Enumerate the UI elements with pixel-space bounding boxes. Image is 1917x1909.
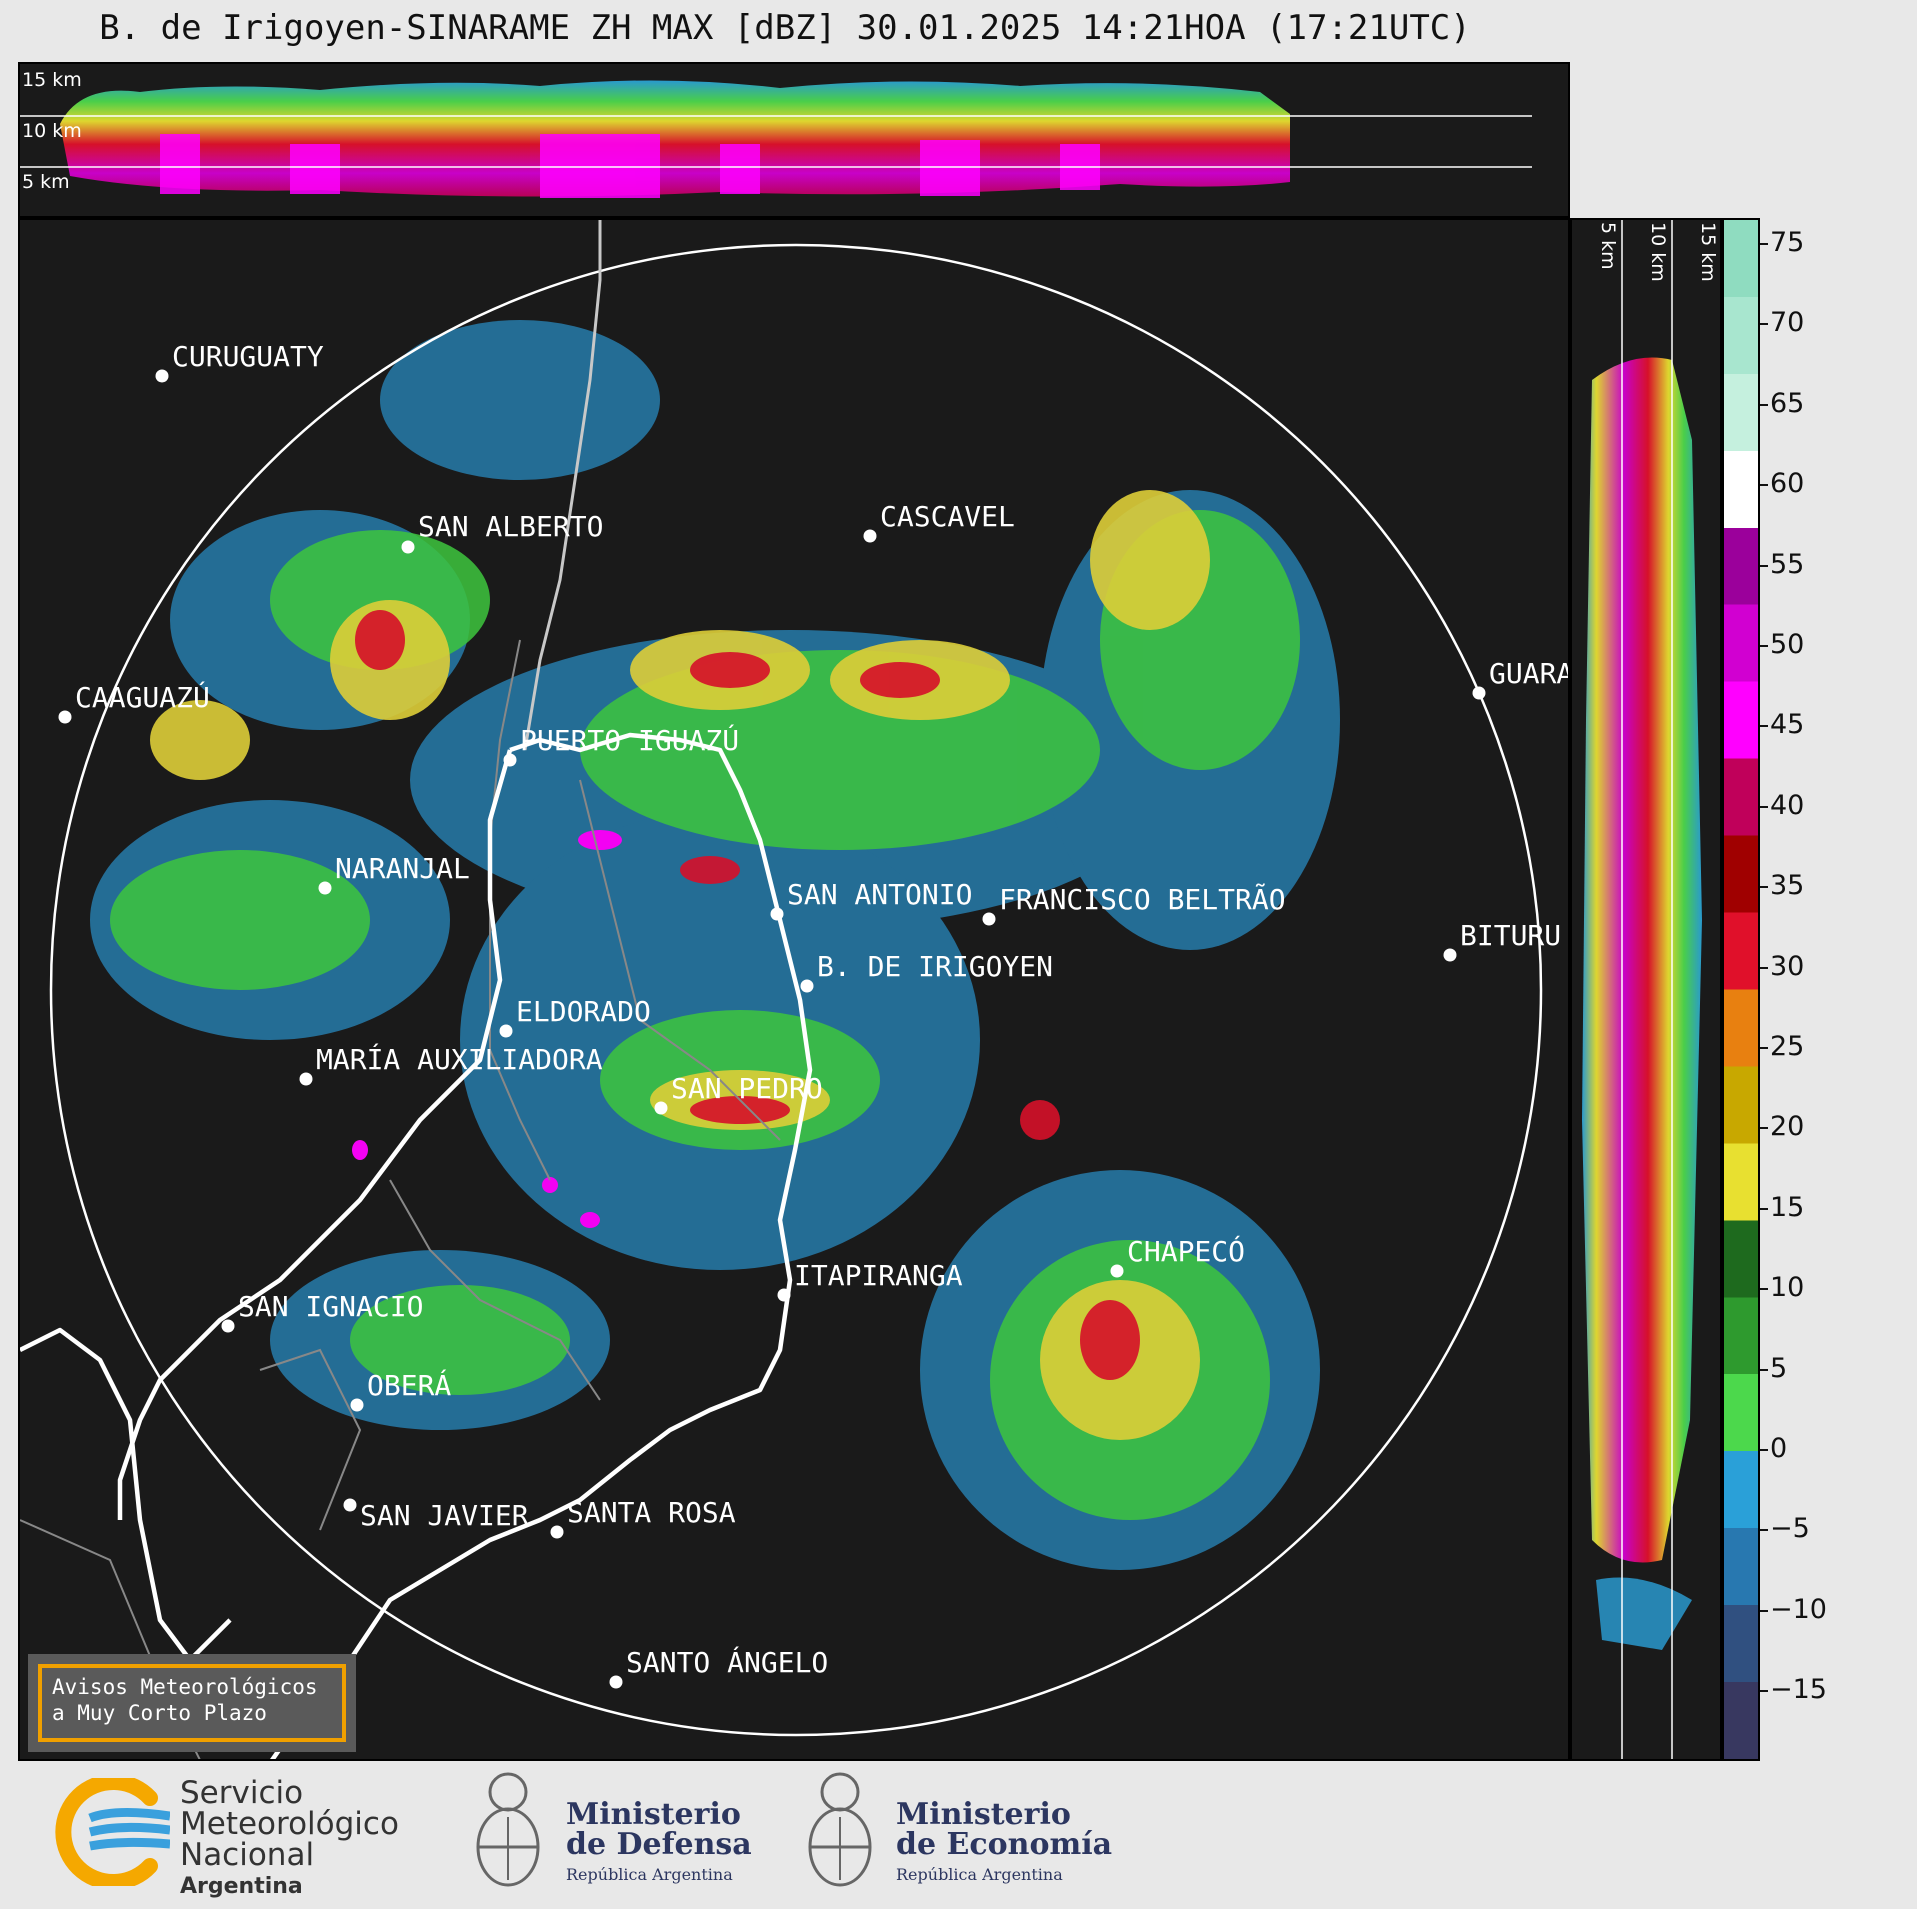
ministerio-economia: Ministerio de Economía República Argenti… [896, 1800, 1112, 1890]
colorbar-tick-label: 5 [1770, 1352, 1788, 1384]
city-label-cascavel: CASCAVEL [880, 500, 1015, 533]
city-label-caaguazu: CAAGUAZÚ [75, 680, 210, 714]
city-label-puerto-iguazu: PUERTO IGUAZÚ [520, 723, 739, 757]
colorbar-tick-label: 40 [1770, 789, 1805, 821]
colorbar-tick-label: 65 [1770, 387, 1805, 419]
alerts-line-1: Avisos Meteorológicos [52, 1675, 318, 1699]
smn-line-3: Nacional [180, 1837, 315, 1873]
smn-line-2: Meteorológico [180, 1806, 399, 1842]
coat-of-arms-defensa-icon [468, 1762, 548, 1902]
colorbar-tick-label: 30 [1770, 950, 1805, 982]
side-height-label-5: 5 km [1597, 222, 1619, 270]
city-markers [58, 369, 1486, 1689]
city-label-santo-angelo: SANTO ÁNGELO [626, 1645, 828, 1679]
city-label-francisco-beltrao: FRANCISCO BELTRÃO [999, 883, 1286, 916]
defensa-line-1: Ministerio [566, 1797, 741, 1832]
coat-of-arms-economia-icon [800, 1762, 880, 1902]
colorbar-tick-mark [1760, 1368, 1768, 1371]
smn-logo-icon [50, 1778, 170, 1886]
colorbar-tick-mark [1760, 645, 1768, 647]
city-label-curuguaty: CURUGUATY [172, 340, 324, 373]
colorbar-tick-mark [1760, 1288, 1768, 1291]
city-label-san-antonio: SAN ANTONIO [787, 878, 972, 911]
colorbar-tick-mark [1760, 243, 1768, 245]
city-label-naranjal: NARANJAL [335, 852, 470, 885]
colorbar-tick-mark [1760, 966, 1768, 969]
colorbar-tick-label: 20 [1770, 1111, 1805, 1143]
colorbar-tick-label: −15 [1770, 1674, 1827, 1706]
city-label-itapiranga: ITAPIRANGA [794, 1259, 963, 1292]
city-label-san-alberto: SAN ALBERTO [418, 510, 603, 543]
colorbar-tick-label: 10 [1770, 1272, 1805, 1304]
colorbar-tick-mark [1760, 886, 1768, 889]
colorbar-tick-label: 55 [1770, 548, 1805, 580]
colorbar-tick-label: −10 [1770, 1593, 1827, 1625]
colorbar-tick-mark [1760, 1207, 1768, 1210]
colorbar-tick-mark [1760, 725, 1768, 728]
alerts-line-2: a Muy Corto Plazo [52, 1701, 267, 1725]
top-height-label-10: 10 km [22, 120, 82, 142]
defensa-line-2: de Defensa [566, 1827, 752, 1862]
colorbar-tick-mark [1760, 1609, 1768, 1612]
colorbar-tick-label: 0 [1770, 1433, 1788, 1464]
radar-echoes [90, 320, 1340, 1570]
colorbar-tick-label: 75 [1770, 227, 1805, 258]
city-label-obera: OBERÁ [367, 1368, 451, 1402]
colorbar-tick-label: −5 [1770, 1513, 1810, 1545]
radar-map-panel: CURUGUATY SAN ALBERTO CASCAVEL CAAGUAZÚ … [18, 218, 1570, 1761]
colorbar-tick-mark [1760, 1047, 1768, 1049]
city-label-b-de-irigoyen: B. DE IRIGOYEN [817, 950, 1053, 983]
colorbar-tick-label: 60 [1770, 468, 1805, 500]
colorbar-tick-mark [1760, 1449, 1768, 1451]
colorbar-tick-label: 15 [1770, 1191, 1805, 1223]
city-label-san-javier: SAN JAVIER [360, 1499, 529, 1532]
top-height-label-15: 15 km [22, 69, 82, 91]
colorbar-tick-mark [1760, 564, 1768, 567]
defensa-sub: República Argentina [566, 1865, 733, 1884]
colorbar-tick-label: 35 [1770, 870, 1805, 902]
colorbar-tick-label: 50 [1770, 629, 1805, 660]
colorbar-tick-label: 70 [1770, 307, 1805, 339]
colorbar-tick-mark [1760, 323, 1768, 326]
smn-name: Servicio Meteorológico Nacional Argentin… [180, 1778, 399, 1902]
alerts-link-box[interactable]: Avisos Meteorológicos a Muy Corto Plazo [28, 1654, 356, 1752]
city-label-san-pedro: SAN PEDRO [671, 1072, 823, 1105]
economia-line-1: Ministerio [896, 1797, 1071, 1832]
colorbar-tick-label: 45 [1770, 709, 1805, 741]
map-title: B. de Irigoyen-SINARAME ZH MAX [dBZ] 30.… [99, 8, 1471, 48]
smn-country: Argentina [180, 1874, 303, 1899]
colorbar-tick-mark [1760, 484, 1768, 487]
dbz-colorbar [1722, 218, 1760, 1761]
city-label-chapeco: CHAPECÓ [1127, 1234, 1245, 1268]
city-label-eldorado: ELDORADO [516, 995, 651, 1028]
economia-line-2: de Economía [896, 1827, 1113, 1862]
side-height-label-10: 10 km [1647, 222, 1669, 282]
city-label-san-ignacio: SAN IGNACIO [238, 1290, 423, 1323]
city-label-guara: GUARA [1489, 657, 1570, 690]
colorbar-tick-mark [1760, 1690, 1768, 1693]
top-height-label-5: 5 km [22, 171, 70, 193]
city-label-maria-auxiliadora: MARÍA AUXILIADORA [316, 1042, 603, 1076]
city-label-bituru: BITURU [1460, 919, 1561, 952]
colorbar-tick-label: 25 [1770, 1031, 1805, 1062]
city-label-santa-rosa: SANTA ROSA [567, 1496, 736, 1529]
colorbar-tick-mark [1760, 1529, 1768, 1532]
economia-sub: República Argentina [896, 1865, 1063, 1884]
smn-line-1: Servicio [180, 1775, 304, 1811]
ministerio-defensa: Ministerio de Defensa República Argentin… [566, 1800, 752, 1890]
colorbar-tick-mark [1760, 805, 1768, 808]
colorbar-tick-mark [1760, 403, 1768, 406]
top-cross-section-panel: 15 km 10 km 5 km [18, 62, 1570, 218]
side-height-label-15: 15 km [1697, 222, 1719, 282]
colorbar-tick-mark [1760, 1127, 1768, 1130]
side-cross-section-panel: 5 km 10 km 15 km [1570, 218, 1722, 1761]
